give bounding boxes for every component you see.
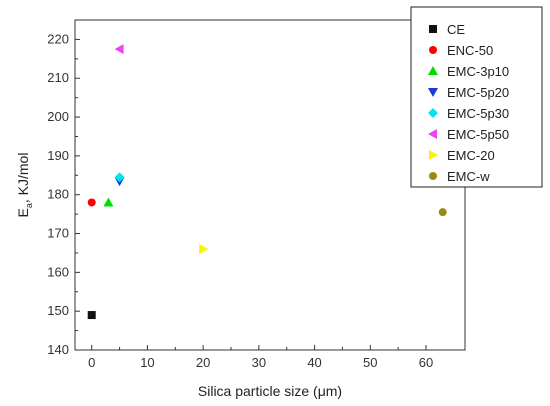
legend-marker: [429, 172, 437, 180]
y-tick-label: 170: [47, 226, 69, 241]
data-point: [438, 208, 447, 217]
x-tick-label: 20: [196, 355, 210, 370]
legend-marker: [429, 25, 437, 33]
data-point: [87, 311, 96, 320]
y-tick-label: 190: [47, 148, 69, 163]
y-tick-label: 140: [47, 342, 69, 357]
legend-label: EMC-w: [447, 169, 490, 184]
data-point: [114, 172, 125, 183]
legend-label: ENC-50: [447, 43, 493, 58]
legend-label: EMC-3p10: [447, 64, 509, 79]
x-axis: 0 10 20 30 40 50 60: [88, 345, 433, 370]
legend: CE ENC-50 EMC-3p10 EMC-5p20 EMC-5p30 EMC-5p50…: [410, 6, 543, 188]
legend-marker: [428, 108, 438, 118]
legend-marker: [428, 66, 438, 75]
y-tick-label: 220: [47, 31, 69, 46]
legend-marker: [429, 150, 438, 160]
legend-label: EMC-5p30: [447, 106, 509, 121]
y-axis: 140 150 160 170 180 190 200 210 220: [47, 31, 80, 357]
y-tick-label: 200: [47, 109, 69, 124]
x-tick-label: 50: [363, 355, 377, 370]
x-tick-label: 0: [88, 355, 95, 370]
y-tick-label: 210: [47, 70, 69, 85]
legend-marker: [428, 88, 438, 97]
data-point: [199, 244, 209, 255]
y-tick-label: 160: [47, 264, 69, 279]
legend-label: EMC-5p50: [447, 127, 509, 142]
legend-label: CE: [447, 22, 465, 37]
data-points: [87, 44, 447, 320]
data-point: [114, 44, 124, 55]
x-tick-label: 60: [419, 355, 433, 370]
legend-marker: [429, 46, 437, 54]
legend-label: EMC-20: [447, 148, 495, 163]
legend-label: EMC-5p20: [447, 85, 509, 100]
y-tick-label: 180: [47, 187, 69, 202]
data-point: [103, 197, 114, 207]
x-tick-label: 30: [252, 355, 266, 370]
plot-frame: [74, 19, 466, 351]
x-tick-label: 10: [140, 355, 154, 370]
data-point: [87, 198, 96, 207]
y-tick-label: 150: [47, 303, 69, 318]
y-axis-title: Ea, KJ/mol: [15, 153, 34, 218]
legend-marker: [428, 129, 437, 139]
x-axis-title: Silica particle size (μm): [198, 383, 342, 399]
x-tick-label: 40: [307, 355, 321, 370]
